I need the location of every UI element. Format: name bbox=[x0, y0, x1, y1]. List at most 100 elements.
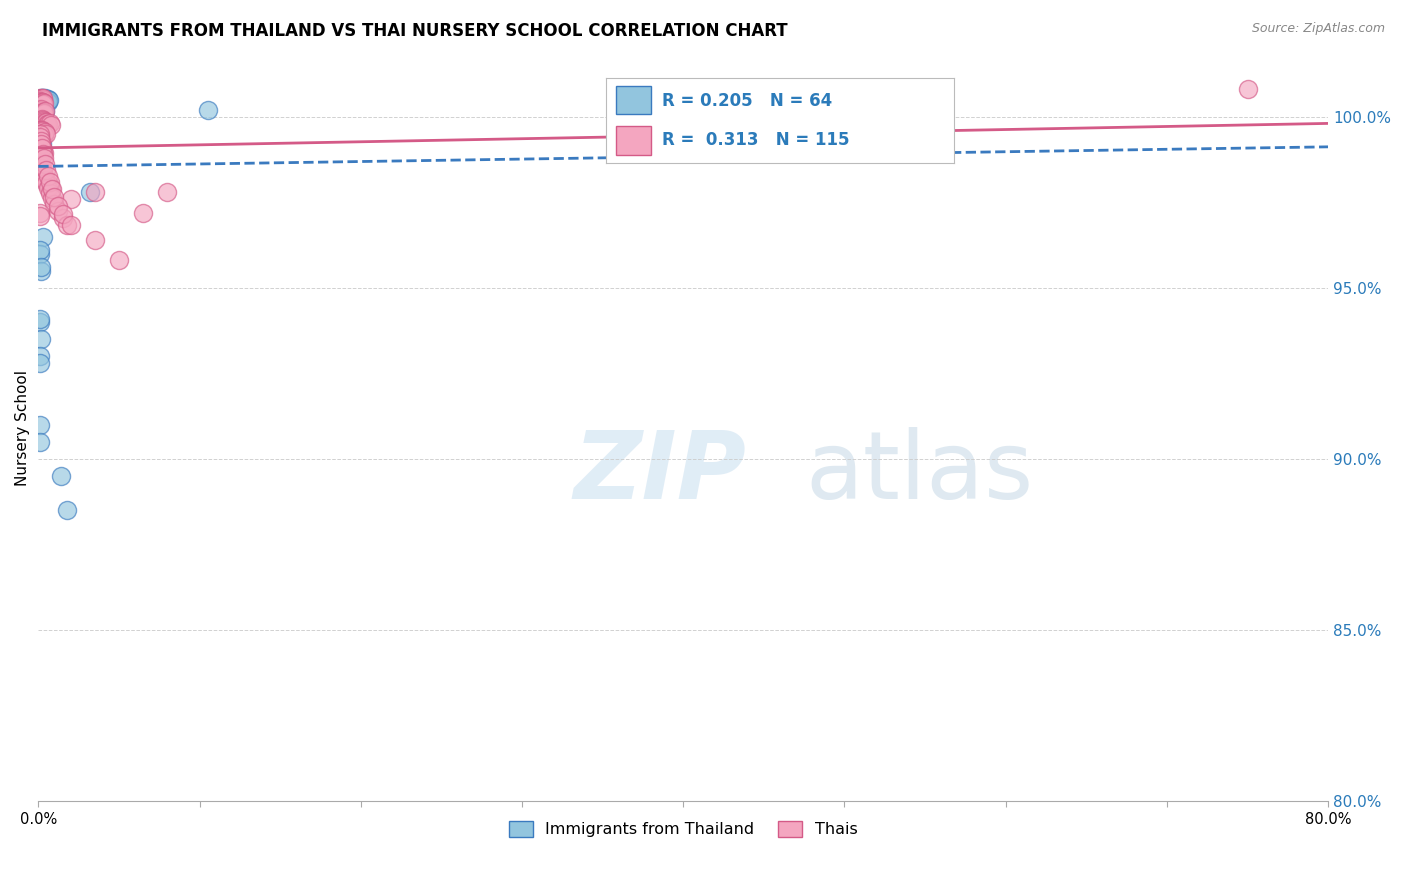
Point bbox=[32, 128, 55, 142]
Point bbox=[31, 146, 53, 161]
Point bbox=[30, 122, 52, 136]
Point bbox=[32, 91, 55, 105]
Point bbox=[30, 163, 52, 178]
Point bbox=[30, 356, 52, 370]
Point bbox=[28, 123, 51, 137]
Point bbox=[32, 106, 55, 120]
Point bbox=[31, 124, 53, 138]
Point bbox=[28, 127, 51, 141]
Point bbox=[37, 177, 59, 191]
Point bbox=[34, 93, 56, 107]
Point bbox=[51, 207, 73, 221]
Point bbox=[32, 91, 55, 105]
Point bbox=[32, 152, 55, 166]
Point bbox=[30, 244, 52, 258]
Point bbox=[1236, 82, 1258, 96]
Point bbox=[34, 126, 56, 140]
Point bbox=[30, 311, 52, 326]
Point bbox=[44, 190, 66, 204]
Point bbox=[34, 127, 56, 141]
Point bbox=[30, 129, 52, 144]
Point bbox=[38, 186, 60, 200]
Point bbox=[39, 118, 62, 132]
Point bbox=[31, 105, 53, 120]
Point bbox=[46, 199, 69, 213]
Point bbox=[37, 169, 59, 183]
Point bbox=[28, 315, 51, 329]
Point bbox=[31, 116, 53, 130]
Point bbox=[34, 116, 56, 130]
Point bbox=[83, 233, 105, 247]
Point bbox=[32, 113, 55, 128]
Point bbox=[31, 105, 53, 120]
Point bbox=[39, 181, 62, 195]
Point bbox=[30, 264, 52, 278]
Point bbox=[31, 95, 53, 110]
Point bbox=[30, 102, 52, 116]
Point bbox=[31, 102, 53, 116]
Point bbox=[59, 192, 82, 206]
Legend: Immigrants from Thailand, Thais: Immigrants from Thailand, Thais bbox=[501, 814, 866, 846]
Point bbox=[31, 117, 53, 131]
Point bbox=[49, 469, 72, 483]
Point bbox=[31, 118, 53, 132]
Point bbox=[30, 103, 52, 118]
Point bbox=[30, 118, 52, 132]
Point bbox=[37, 93, 59, 107]
Point bbox=[30, 104, 52, 119]
Point bbox=[28, 113, 51, 128]
Point bbox=[31, 91, 53, 105]
Point bbox=[31, 163, 53, 178]
Point bbox=[30, 332, 52, 346]
Point bbox=[31, 166, 53, 180]
Point bbox=[83, 185, 105, 199]
Point bbox=[31, 106, 53, 120]
Point bbox=[30, 92, 52, 106]
Point bbox=[38, 116, 60, 130]
Point bbox=[35, 92, 58, 106]
Point bbox=[30, 134, 52, 148]
Point bbox=[32, 104, 55, 119]
Point bbox=[31, 114, 53, 128]
Point bbox=[35, 174, 58, 188]
Point bbox=[132, 205, 155, 219]
Point bbox=[37, 92, 59, 106]
Point bbox=[37, 181, 59, 195]
Point bbox=[30, 93, 52, 107]
Point bbox=[32, 169, 55, 184]
Point bbox=[28, 103, 51, 117]
Point bbox=[30, 95, 52, 109]
Point bbox=[31, 161, 53, 175]
Point bbox=[31, 106, 53, 120]
Point bbox=[34, 172, 56, 186]
Point bbox=[30, 165, 52, 179]
Point bbox=[37, 95, 59, 109]
Point bbox=[31, 92, 53, 106]
Point bbox=[32, 93, 55, 107]
Point bbox=[35, 114, 58, 128]
Point bbox=[31, 164, 53, 178]
Point bbox=[30, 103, 52, 117]
Point bbox=[30, 124, 52, 138]
Point bbox=[56, 503, 79, 517]
Point bbox=[28, 158, 51, 172]
Point bbox=[28, 205, 51, 219]
Point bbox=[56, 218, 79, 232]
Text: ZIP: ZIP bbox=[574, 427, 747, 519]
Point bbox=[38, 175, 60, 189]
Point bbox=[28, 349, 51, 363]
Point bbox=[31, 96, 53, 111]
Point bbox=[31, 113, 53, 128]
Point bbox=[28, 91, 51, 105]
Point bbox=[30, 156, 52, 170]
Point bbox=[34, 103, 56, 118]
Point bbox=[31, 93, 53, 107]
Point bbox=[51, 211, 73, 225]
Point bbox=[30, 434, 52, 449]
Point bbox=[31, 137, 53, 152]
Point bbox=[30, 117, 52, 131]
Point bbox=[30, 130, 52, 145]
Point bbox=[31, 147, 53, 161]
Point bbox=[31, 95, 53, 109]
Point bbox=[30, 153, 52, 168]
